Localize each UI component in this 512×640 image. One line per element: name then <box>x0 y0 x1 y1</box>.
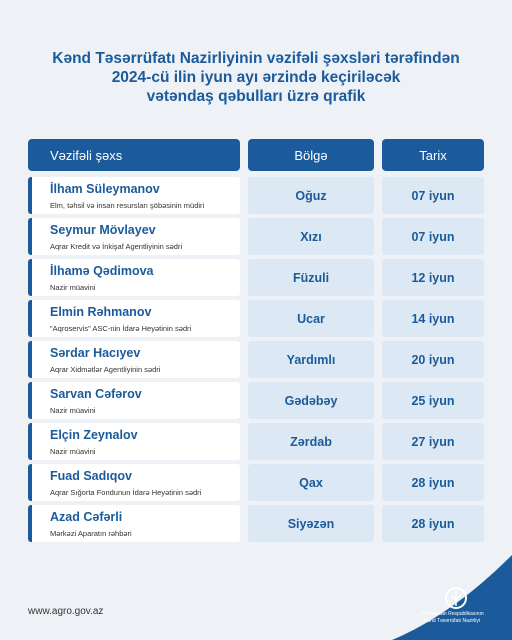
title-line: 2024-cü ilin iyun ayı ərzində keçiriləcə… <box>111 69 401 86</box>
date: 25 iyun <box>382 382 484 419</box>
person-role: Aqrar Sığorta Fondunun İdarə Heyətinin s… <box>50 488 202 497</box>
person-role: Nazir müavini <box>50 447 96 456</box>
name-cell <box>28 382 240 419</box>
region: Zərdab <box>248 423 374 460</box>
logo-shape <box>392 555 512 640</box>
column-header: Bölgə <box>248 139 374 171</box>
person-role: Elm, təhsil və insan resursları şöbəsini… <box>50 201 205 210</box>
region: Qax <box>248 464 374 501</box>
date: 20 iyun <box>382 341 484 378</box>
name-cell <box>28 423 240 460</box>
person-name: Sərdar Hacıyev <box>50 346 141 360</box>
person-role: Nazir müavini <box>50 283 96 292</box>
date: 14 iyun <box>382 300 484 337</box>
person-name: İlham Süleymanov <box>50 182 160 196</box>
logo-text: Azərbaycan Respublikasının <box>420 611 484 617</box>
name-cell <box>28 464 240 501</box>
column-header: Tarix <box>382 139 484 171</box>
website: www.agro.gov.az <box>28 606 104 617</box>
date: 07 iyun <box>382 177 484 214</box>
person-name: İlhamə Qədimova <box>50 264 154 278</box>
date: 07 iyun <box>382 218 484 255</box>
column-header: Vəzifəli şəxs <box>28 139 240 171</box>
name-cell <box>28 259 240 296</box>
date: 28 iyun <box>382 505 484 542</box>
person-name: Sarvan Cəfərov <box>50 387 142 401</box>
date: 28 iyun <box>382 464 484 501</box>
title-line: vətəndaş qəbulları üzrə qrafik <box>146 88 366 105</box>
logo-text: Kənd Təsərrüfatı Nazirliyi <box>423 618 481 624</box>
person-name: Seymur Mövlayev <box>50 223 156 237</box>
name-cell <box>28 505 240 542</box>
person-role: Aqrar Xidmətlər Agentliyinin sədri <box>50 365 161 374</box>
name-cell <box>28 177 240 214</box>
region: Yardımlı <box>248 341 374 378</box>
name-cell <box>28 300 240 337</box>
person-name: Elçin Zeynalov <box>50 428 138 442</box>
title-line: Kənd Təsərrüfatı Nazirliyinin vəzifəli ş… <box>52 50 460 67</box>
region: Xızı <box>248 218 374 255</box>
person-name: Elmin Rəhmanov <box>50 305 152 319</box>
region: Gədəbəy <box>248 382 374 419</box>
name-cell <box>28 218 240 255</box>
person-role: Nazir müavini <box>50 406 96 415</box>
person-name: Azad Cəfərli <box>50 510 123 524</box>
person-role: Aqrar Kredit və İnkişaf Agentliyinin səd… <box>50 242 183 251</box>
date: 12 iyun <box>382 259 484 296</box>
region: Siyəzən <box>248 505 374 542</box>
person-role: Mərkəzi Aparatın rəhbəri <box>50 529 132 538</box>
region: Ucar <box>248 300 374 337</box>
person-role: "Aqroservis" ASC-nin İdarə Heyətinin səd… <box>50 324 192 333</box>
name-cell <box>28 341 240 378</box>
person-name: Fuad Sadıqov <box>50 469 132 483</box>
date: 27 iyun <box>382 423 484 460</box>
region: Oğuz <box>248 177 374 214</box>
region: Füzuli <box>248 259 374 296</box>
